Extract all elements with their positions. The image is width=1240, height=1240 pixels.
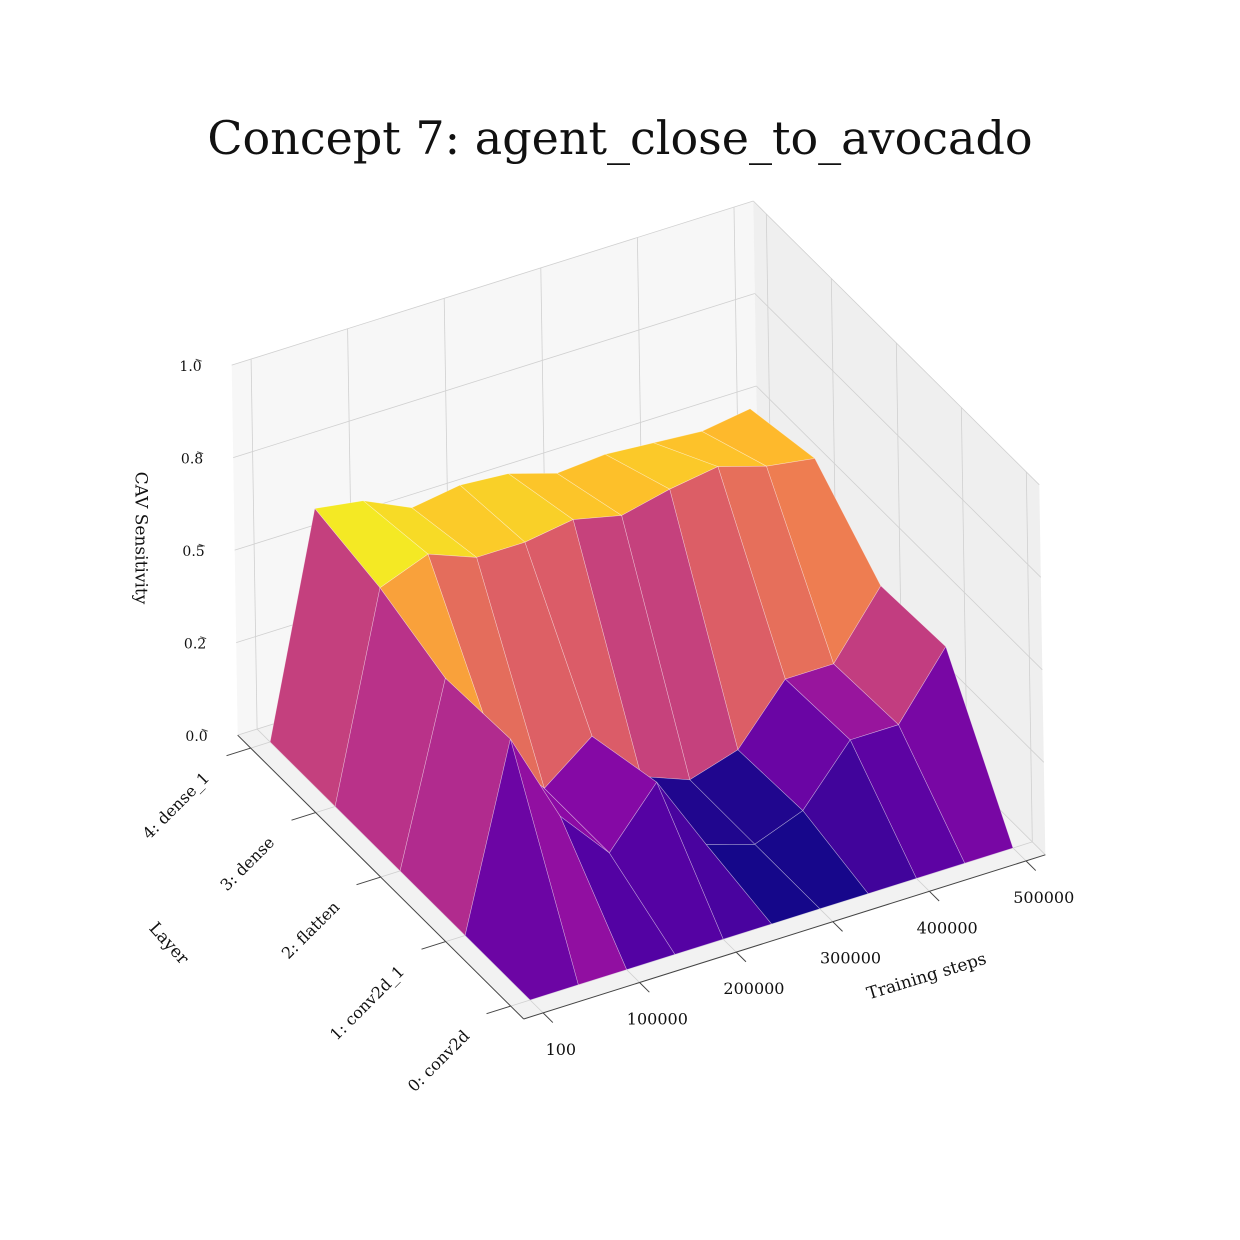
grid-line [753,200,1040,486]
axis-line [237,734,525,1020]
surface-face [604,442,719,490]
chart-title: Concept 7: agent_close_to_avocado [207,111,1032,165]
surface-face [784,663,900,741]
z-tick-label: 0.5 [182,544,204,560]
tick-mark [1025,860,1037,871]
x-tick-label: 100000 [627,1009,688,1028]
tick-mark [929,890,940,902]
layer-tick-label: 3: dense [216,833,278,895]
grid-line [756,385,1043,671]
grid-line [231,200,754,366]
surface-face [464,738,579,1001]
tick-mark [200,636,207,640]
axis-line [523,854,1046,1020]
tick-mark [486,1005,511,1015]
y-axis-label: Layer [145,919,193,970]
z-tick-label: 1.0 [179,359,201,375]
tick-mark [198,543,205,547]
x-tick-label: 300000 [820,949,881,968]
tick-mark [832,921,843,932]
x-axis-label: Training steps [864,949,988,1004]
x-tick-label: 500000 [1013,888,1074,907]
tick-mark [356,876,381,886]
z-tick-label: 0.0 [185,729,207,745]
surface-face [362,500,478,558]
layer-tick-label: 4: dense_1 [139,768,214,843]
tick-mark [291,812,316,821]
tick-mark [197,451,204,455]
tick-mark [639,982,650,993]
surface-face [656,782,773,940]
x-tick-label: 200000 [723,979,784,998]
surface-face [669,466,786,751]
tick-mark [201,728,208,732]
x-tick-label: 400000 [917,918,978,937]
grid-line [233,293,755,459]
z-tick-label: 0.8 [181,452,203,468]
layer-tick-label: 2: flatten [278,897,343,962]
x-tick-label: 100 [546,1040,577,1059]
tick-mark [542,1012,554,1023]
tick-mark [195,358,202,362]
surface-face [269,507,381,808]
surface-face [399,677,511,937]
z-axis-label: CAV Sensitivity [131,472,151,605]
surface-face [833,585,947,726]
tick-mark [421,941,446,950]
surface-face [507,472,623,520]
surface-face [334,587,446,872]
surface-face [411,484,526,558]
tick-mark [735,951,747,963]
surface-face [608,781,724,955]
surface-face [754,810,869,910]
layer-tick-label: 0: conv2d [404,1026,473,1095]
layer-tick-label: 1: conv2d_1 [326,962,408,1044]
z-tick-label: 0.2 [184,637,206,653]
tick-mark [226,747,251,757]
grid-line [754,293,1042,578]
